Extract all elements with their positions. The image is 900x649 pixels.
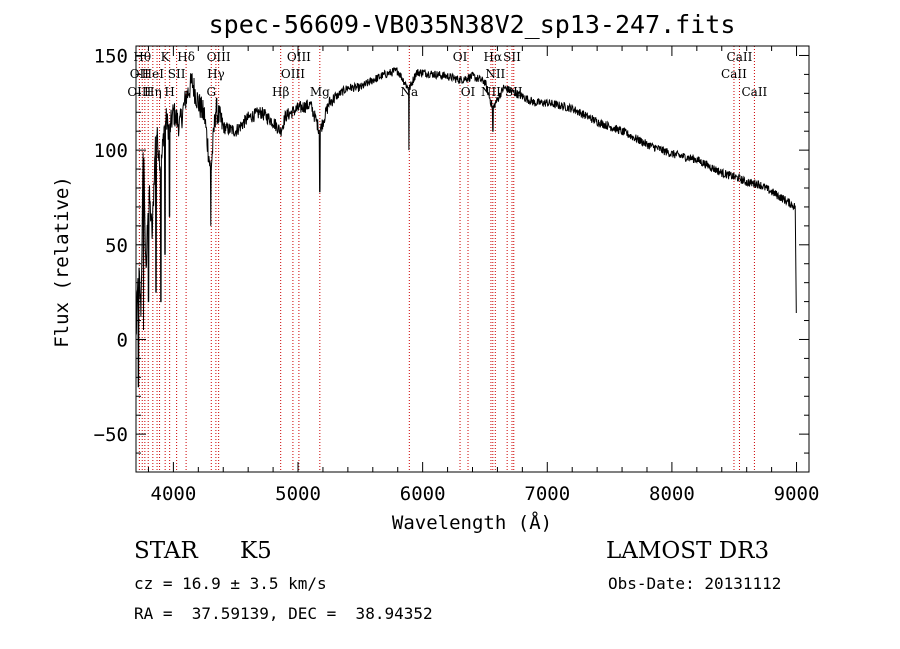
reference-line-label: CaII <box>727 50 753 64</box>
reference-line-label: Hγ <box>207 67 225 81</box>
reference-line-label: OI <box>461 85 476 99</box>
reference-line-label: Mg <box>310 85 330 99</box>
redshift-readout: cz = 16.9 ± 3.5 km/s <box>134 574 327 593</box>
reference-line-label: OIII <box>287 50 311 64</box>
y-axis-label: Flux (relative) <box>51 176 73 348</box>
object-subclass: K5 <box>240 538 272 564</box>
reference-line-label: OIII <box>127 85 151 99</box>
reference-line-label: CaII <box>741 85 767 99</box>
reference-line-label: Hδ <box>177 50 195 64</box>
y-tick-label: 50 <box>105 235 128 257</box>
x-tick-label: 8000 <box>649 483 695 505</box>
reference-line-label: CaII <box>721 67 747 81</box>
reference-line-label: SII <box>503 50 521 64</box>
y-tick-label: −50 <box>94 424 128 446</box>
x-tick-label: 9000 <box>774 483 820 505</box>
y-axis-ticks: −50 0 50 100 150 <box>94 45 809 454</box>
y-tick-label: 150 <box>94 45 128 67</box>
x-tick-label: 5000 <box>275 483 321 505</box>
x-tick-label: 6000 <box>400 483 446 505</box>
survey-name: LAMOST DR3 <box>606 538 770 564</box>
reference-line-label: Hα <box>484 50 503 64</box>
reference-line-label: G <box>206 85 216 99</box>
x-axis-label: Wavelength (Å) <box>392 511 552 534</box>
reference-line-label: NII <box>485 67 505 81</box>
reference-lines <box>138 46 755 472</box>
x-tick-label: 7000 <box>524 483 570 505</box>
x-tick-label: 4000 <box>151 483 197 505</box>
reference-line-label: Hβ <box>272 85 289 99</box>
y-tick-label: 100 <box>94 140 128 162</box>
reference-line-label: K <box>161 50 171 64</box>
reference-line-label: OIII <box>207 50 231 64</box>
y-tick-label: 0 <box>117 329 128 351</box>
reference-line-label: Hη <box>144 85 162 99</box>
reference-line-label: OI <box>453 50 468 64</box>
reference-line-label: Hθ <box>133 50 151 64</box>
chart-title: spec-56609-VB035N38V2_sp13-247.fits <box>209 10 736 39</box>
x-axis-ticks: 4000 5000 6000 7000 8000 9000 <box>147 46 820 505</box>
coordinates-readout: RA = 37.59139, DEC = 38.94352 <box>134 604 433 623</box>
reference-line-label: OIII <box>281 67 305 81</box>
reference-line-label: HeI <box>142 67 165 81</box>
plot-frame <box>135 45 810 473</box>
spectrum-line <box>135 66 797 388</box>
object-class: STAR <box>134 538 198 564</box>
observation-date: Obs-Date: 20131112 <box>608 574 782 593</box>
reference-line-label: SII <box>168 67 186 81</box>
reference-line-label: NII <box>481 85 501 99</box>
reference-line-label: H <box>164 85 174 99</box>
